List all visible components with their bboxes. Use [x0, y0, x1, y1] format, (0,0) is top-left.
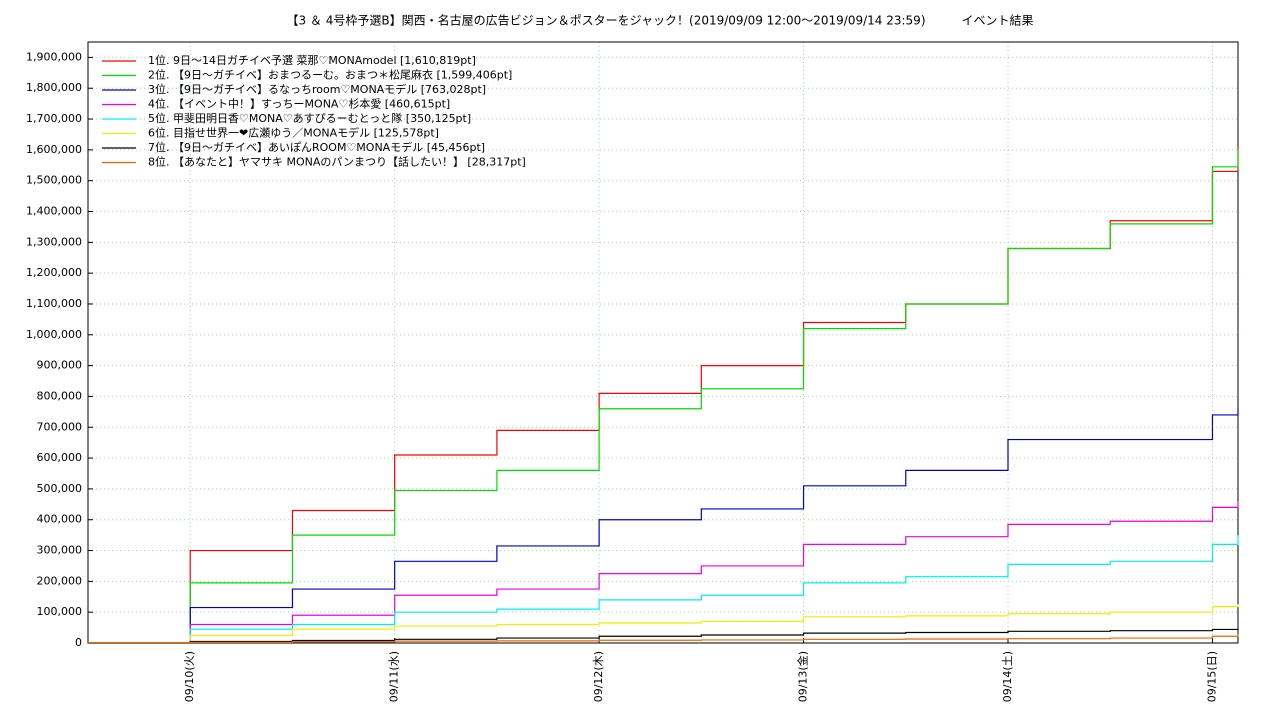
- series-line: [88, 407, 1239, 644]
- y-tick-label: 700,000: [37, 420, 83, 433]
- y-tick-label: 1,100,000: [26, 297, 82, 310]
- y-tick-label: 100,000: [37, 605, 83, 618]
- y-tick-label: 1,600,000: [26, 143, 82, 156]
- x-tick-label: 09/15(日): [1205, 651, 1218, 702]
- chart-title: 【3 ＆ 4号枠予選B】関西・名古屋の広告ビジョン＆ポスターをジャック！(201…: [286, 13, 1033, 28]
- x-tick-label: 09/12(木): [592, 651, 605, 702]
- series-line: [88, 628, 1239, 644]
- series-line: [88, 501, 1239, 644]
- y-tick-label: 1,800,000: [26, 81, 82, 94]
- legend-label: 5位. 甲斐田明日香♡MONA♡あすぴるーむとっと隊 [350,125pt]: [148, 111, 471, 125]
- y-tick-label: 500,000: [37, 482, 83, 495]
- y-tick-label: 800,000: [37, 389, 83, 402]
- y-tick-label: 1,200,000: [26, 266, 82, 279]
- x-tick-label: 09/13(金): [796, 651, 810, 702]
- legend-label: 1位. 9日〜14日ガチイベ予選 菜那♡MONAmodel [1,610,819…: [148, 53, 476, 67]
- series-line: [88, 604, 1239, 644]
- legend-label: 6位. 目指せ世界一❤広瀬ゆう／MONAモデル [125,578pt]: [148, 126, 439, 140]
- legend-label: 7位. 【9日〜ガチイベ】あいぽんROOM♡MONAモデル [45,456pt]: [148, 140, 485, 154]
- x-tick-label: 09/14(土): [1001, 651, 1014, 702]
- y-tick-label: 1,400,000: [26, 205, 82, 218]
- series-line: [88, 150, 1239, 644]
- y-tick-label: 400,000: [37, 513, 83, 526]
- legend-label: 4位. 【イベント中！】すっちーMONA♡杉本愛 [460,615pt]: [148, 97, 450, 111]
- legend: 1位. 9日〜14日ガチイベ予選 菜那♡MONAmodel [1,610,819…: [102, 53, 526, 169]
- y-tick-label: 1,700,000: [26, 112, 82, 125]
- plot-frame: [87, 41, 1239, 644]
- y-tick-label: 900,000: [37, 359, 83, 372]
- x-tick-label: 09/10(火): [183, 651, 196, 702]
- y-tick-label: 1,000,000: [26, 328, 82, 341]
- series-line: [88, 634, 1239, 644]
- y-tick-label: 200,000: [37, 574, 83, 587]
- legend-label: 3位. 【9日〜ガチイベ】るなっちroom♡MONAモデル [763,028pt…: [148, 82, 486, 96]
- y-tick-label: 1,500,000: [26, 174, 82, 187]
- legend-label: 2位. 【9日〜ガチイベ】おまつるーむ。おまつ＊松尾麻衣 [1,599,406p…: [148, 68, 512, 82]
- y-tick-label: 600,000: [37, 451, 83, 464]
- y-tick-label: 1,900,000: [26, 50, 82, 63]
- y-tick-label: 300,000: [37, 544, 83, 557]
- x-tick-label: 09/11(水): [388, 651, 401, 702]
- legend-label: 8位. 【あなたと】ヤマサキ MONAのパンまつり【話したい！】 [28,317…: [148, 155, 526, 169]
- series-line: [88, 146, 1239, 644]
- y-tick-label: 1,300,000: [26, 235, 82, 248]
- series-line: [88, 535, 1239, 644]
- y-tick-label: 0: [75, 636, 82, 649]
